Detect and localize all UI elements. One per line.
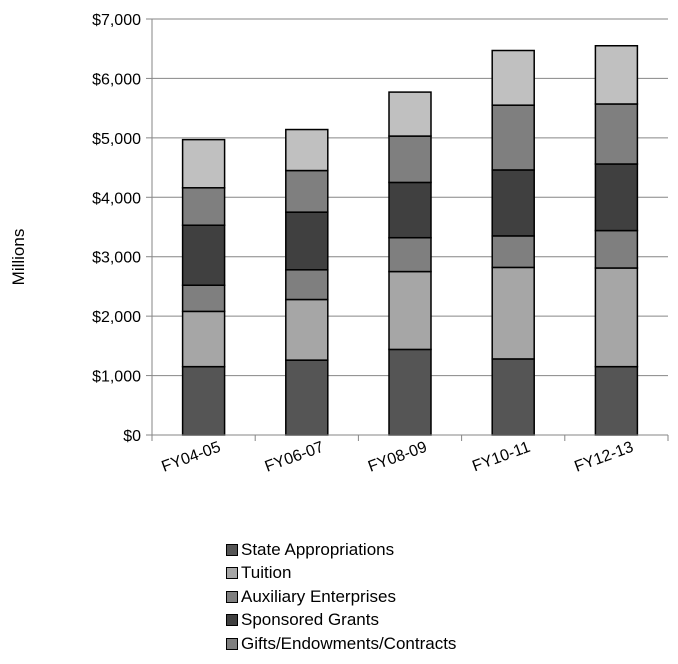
x-tick-label: FY12-13 xyxy=(572,439,636,476)
legend-label: Auxiliary Enterprises xyxy=(241,586,396,606)
bar-segment xyxy=(181,310,226,368)
bar-segment xyxy=(285,269,329,301)
bar-segment xyxy=(594,267,639,368)
y-tick-label: $7,000 xyxy=(92,12,141,29)
legend-label: Sponsored Grants xyxy=(241,610,379,630)
bar-segment xyxy=(491,49,535,106)
x-tick-label: FY08-09 xyxy=(366,439,430,476)
legend-label: Gifts/Endowments/Contracts xyxy=(241,633,457,653)
legend-item: State Appropriations xyxy=(226,538,456,562)
bar-segment xyxy=(388,236,432,273)
bar-segment xyxy=(491,358,535,436)
y-axis-label: Millions xyxy=(9,229,28,286)
y-tick-label: $3,000 xyxy=(92,250,141,267)
legend: State Appropriations Tuition Auxiliary Ent… xyxy=(226,538,456,656)
bar-segment xyxy=(285,359,329,436)
bar-segment xyxy=(491,266,535,360)
y-tick-label: $6,000 xyxy=(92,71,141,88)
bar-segment xyxy=(181,187,226,226)
y-tick-labels: $0 $1,000 $2,000 $3,000 $4,000 $5,000 $6,000 $7… xyxy=(92,12,141,445)
bar-segment xyxy=(181,138,226,189)
y-tick-label: $0 xyxy=(123,428,141,445)
bar-stacks xyxy=(181,44,639,436)
legend-label: Tuition xyxy=(241,563,292,583)
legend-item: Tuition xyxy=(226,562,456,586)
x-tick-label: FY10-11 xyxy=(470,439,532,476)
y-tick-label: $4,000 xyxy=(92,190,141,207)
legend-item: Gifts/Endowments/Contracts xyxy=(226,632,456,656)
legend-item: Sponsored Grants xyxy=(226,609,456,633)
axes xyxy=(146,18,669,441)
bar-segment xyxy=(491,169,535,237)
legend-swatch xyxy=(226,590,238,603)
bar-segment xyxy=(285,128,329,172)
bar-segment xyxy=(285,211,329,271)
bar-segment xyxy=(491,104,535,171)
bar-segment xyxy=(594,163,639,232)
bar-segment xyxy=(285,169,329,213)
bar-segment xyxy=(491,235,535,269)
legend-swatch xyxy=(226,543,238,556)
bar-segment xyxy=(285,298,329,361)
bar-segment xyxy=(388,135,432,184)
bar-segment xyxy=(388,270,432,351)
bar-segment xyxy=(181,284,226,313)
x-tick-label: FY04-05 xyxy=(159,439,223,476)
bar-segment xyxy=(388,348,432,436)
legend-label: State Appropriations xyxy=(241,539,395,559)
bar-segment xyxy=(388,181,432,239)
legend-swatch xyxy=(226,637,238,650)
bar-segment xyxy=(181,365,226,436)
y-tick-label: $5,000 xyxy=(92,131,141,148)
x-tick-label: FY06-07 xyxy=(263,439,327,476)
legend-swatch xyxy=(226,567,238,580)
bar-segment xyxy=(594,229,639,269)
bar-segment xyxy=(388,91,432,137)
bar-segment xyxy=(594,103,639,165)
bar-segment xyxy=(594,44,639,105)
legend-item: Auxiliary Enterprises xyxy=(226,585,456,609)
bar-segment xyxy=(181,224,226,286)
y-tick-label: $1,000 xyxy=(92,369,141,386)
bar-segment xyxy=(594,365,639,436)
legend-swatch xyxy=(226,614,238,627)
y-tick-label: $2,000 xyxy=(92,309,141,326)
x-tick-labels: FY04-05 FY06-07 FY08-09 FY10-11 FY12-13 xyxy=(159,439,635,476)
